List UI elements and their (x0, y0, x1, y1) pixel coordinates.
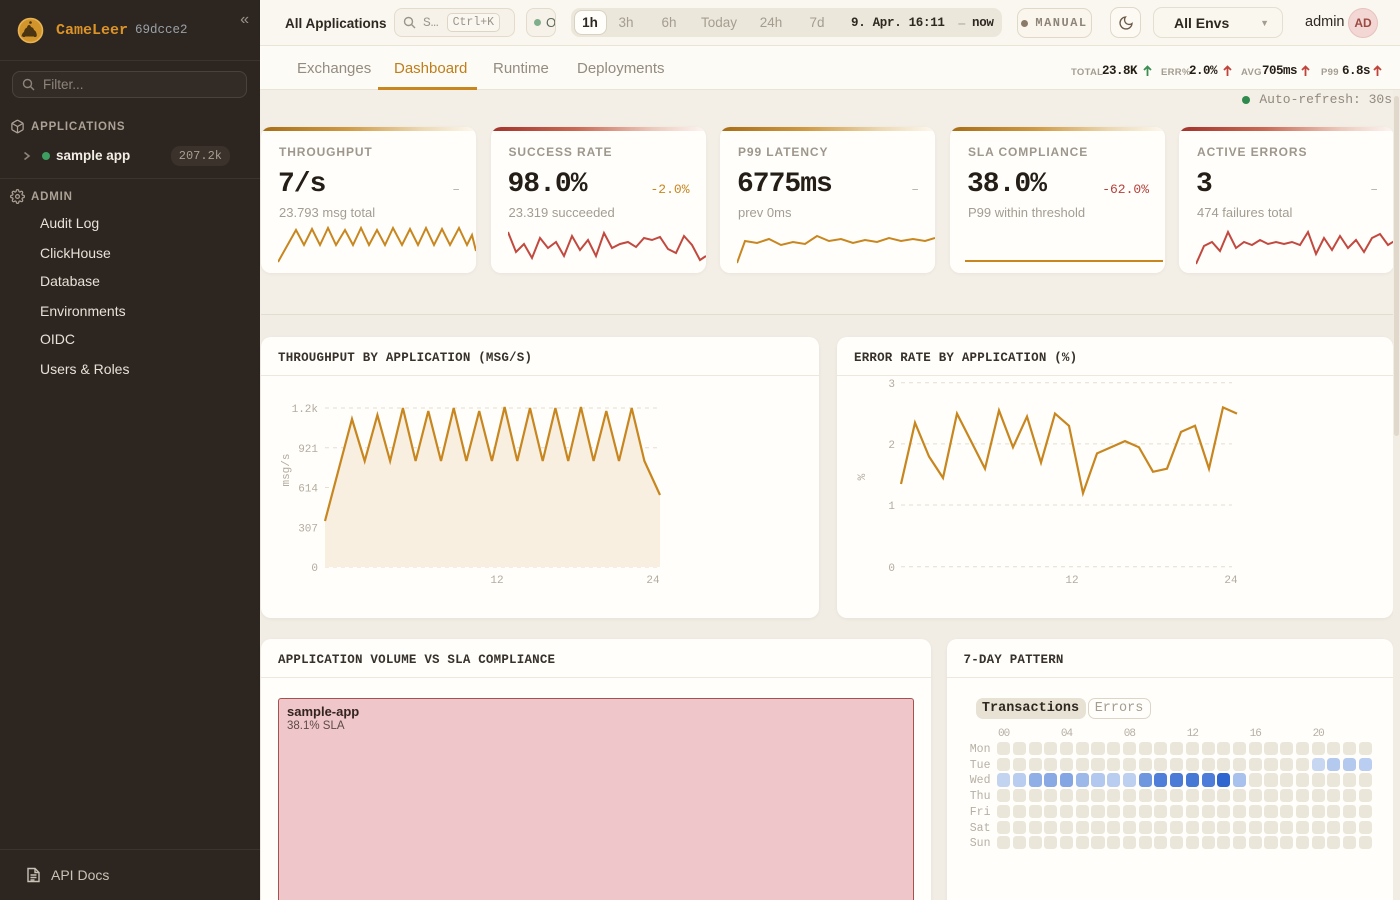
svg-text:1: 1 (888, 501, 895, 513)
svg-text:614: 614 (298, 484, 318, 496)
svg-text:0: 0 (311, 563, 318, 575)
svg-text:msg/s: msg/s (281, 453, 293, 486)
svg-text:12: 12 (490, 575, 503, 587)
svg-text:24: 24 (646, 575, 660, 587)
svg-text:921: 921 (298, 444, 318, 456)
svg-text:12: 12 (1065, 575, 1078, 587)
svg-text:%: % (857, 473, 869, 480)
svg-text:2: 2 (888, 440, 895, 452)
svg-text:1.2k: 1.2k (292, 404, 319, 416)
svg-text:307: 307 (298, 523, 318, 535)
svg-text:24: 24 (1224, 575, 1238, 587)
svg-text:0: 0 (888, 563, 895, 575)
svg-text:3: 3 (888, 379, 895, 391)
